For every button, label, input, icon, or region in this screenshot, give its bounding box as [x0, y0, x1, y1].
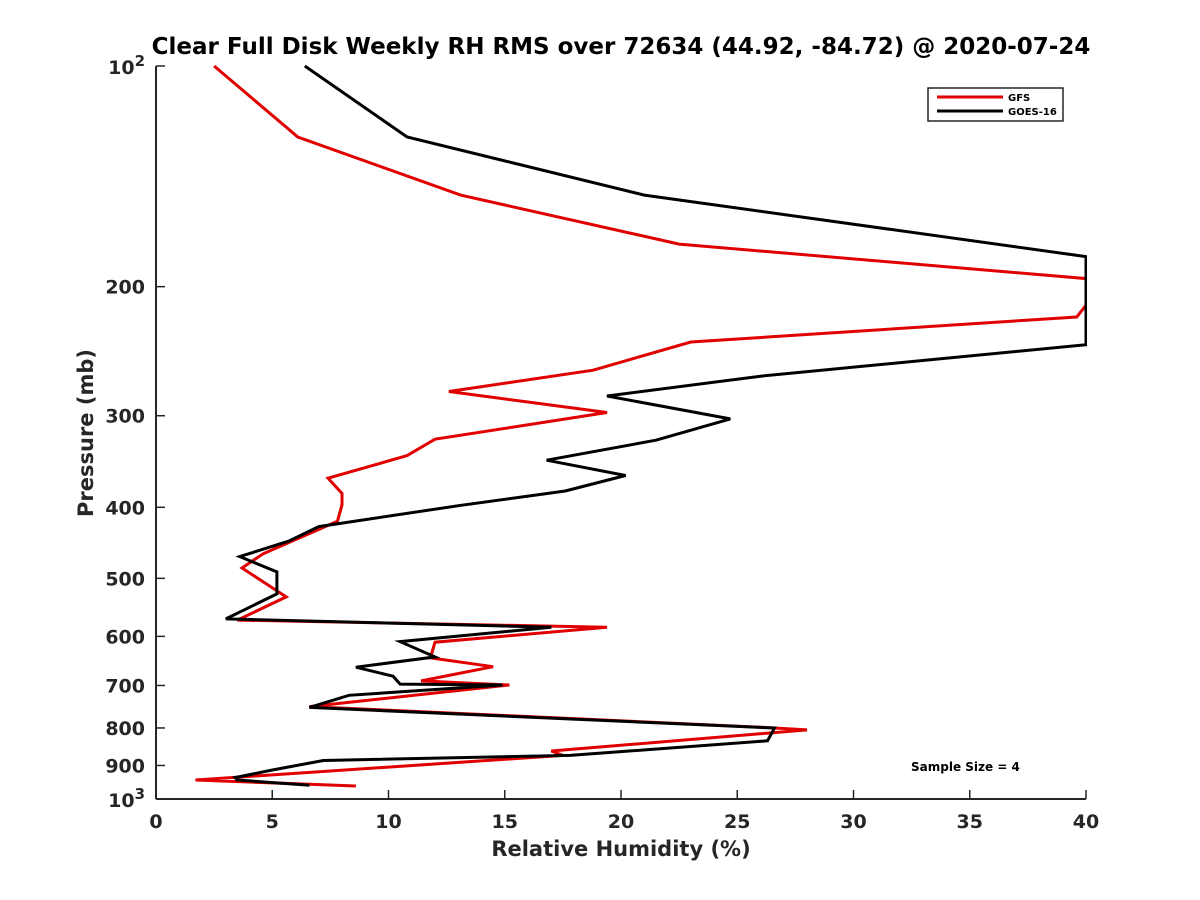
x-tick-label: 30 [840, 811, 866, 833]
legend-label-goes16: GOES-16 [1008, 107, 1057, 118]
y-tick-label: 500 [105, 568, 145, 590]
series-layer [195, 65, 1087, 788]
y-tick-label: 300 [105, 406, 145, 428]
x-tick-label: 15 [492, 811, 518, 833]
chart-title: Clear Full Disk Weekly RH RMS over 72634… [152, 34, 1091, 60]
y-tick-label: 103 [108, 785, 145, 812]
legend: GFS GOES-16 [927, 87, 1064, 122]
x-tick-label: 20 [608, 811, 634, 833]
y-tick-label: 700 [105, 675, 145, 697]
plot-area [156, 66, 1086, 799]
legend-label-gfs: GFS [1008, 93, 1030, 104]
x-axis-ticks: 0 5 10 15 20 25 30 35 40 [149, 790, 1099, 833]
x-tick-label: 0 [149, 811, 162, 833]
x-tick-label: 40 [1073, 811, 1099, 833]
x-axis-label: Relative Humidity (%) [491, 837, 750, 861]
x-tick-label: 5 [266, 811, 279, 833]
legend-box [927, 87, 1064, 122]
y-axis-label: Pressure (mb) [74, 349, 98, 517]
y-axis-ticks: 102 200 300 400 500 600 700 800 900 103 [105, 52, 165, 812]
y-tick-label: 200 [105, 277, 145, 299]
x-tick-label: 10 [375, 811, 401, 833]
y-tick-label: 102 [108, 52, 145, 79]
sample-size-annotation: Sample Size = 4 [911, 760, 1020, 774]
y-tick-label: 900 [105, 755, 145, 777]
y-tick-label: 600 [105, 626, 145, 648]
y-tick-label: 800 [105, 718, 145, 740]
x-tick-label: 25 [724, 811, 750, 833]
x-tick-label: 35 [957, 811, 983, 833]
y-tick-label: 400 [105, 497, 145, 519]
series-line-goes16 [225, 65, 1087, 787]
